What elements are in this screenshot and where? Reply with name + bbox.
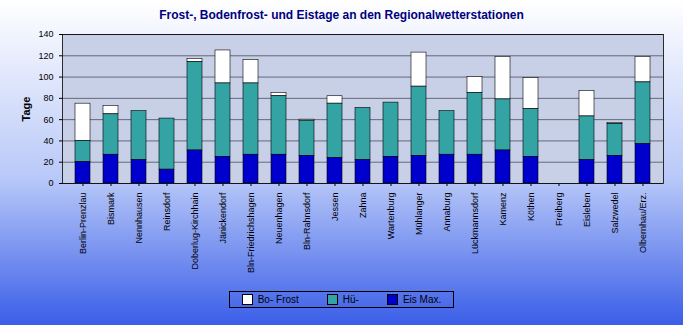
svg-text:20: 20 — [43, 157, 53, 167]
svg-text:Kamenz: Kamenz — [498, 192, 508, 226]
html-text:Frost-, Bodenfrost- und Eistag: Frost-, Bodenfrost- und Eistage an den R… — [159, 8, 524, 22]
svg-text:Doberlug-Kirchhain: Doberlug-Kirchhain — [190, 193, 200, 270]
html-text:Eis Max.: Eis Max. — [403, 294, 442, 305]
html-text:Bo- Frost: Bo- Frost — [257, 294, 299, 305]
svg-text:Mühlanger: Mühlanger — [414, 193, 424, 236]
svg-text:Reinsdorf: Reinsdorf — [162, 192, 172, 231]
svg-text:Bismark: Bismark — [106, 192, 116, 225]
svg-text:100: 100 — [38, 72, 53, 82]
svg-text:40: 40 — [43, 136, 53, 146]
svg-text:Jänickendorf: Jänickendorf — [218, 192, 228, 244]
svg-text:0: 0 — [48, 178, 53, 188]
svg-text:Freiberg: Freiberg — [554, 193, 564, 227]
svg-text:Tage: Tage — [20, 97, 32, 122]
html-text:Hü-: Hü- — [342, 294, 359, 305]
svg-text:Neuenhagen: Neuenhagen — [274, 193, 284, 245]
svg-text:Salzwedel: Salzwedel — [610, 193, 620, 234]
svg-text:120: 120 — [38, 51, 53, 61]
svg-text:Annaburg: Annaburg — [442, 193, 452, 232]
svg-text:Wartenburg: Wartenburg — [386, 193, 396, 240]
svg-text:Olbernhau/Erz.: Olbernhau/Erz. — [638, 193, 648, 254]
svg-text:Eisleben: Eisleben — [582, 193, 592, 228]
svg-text:Zahna: Zahna — [358, 193, 368, 219]
svg-text:Bln-Friedrichshagen: Bln-Friedrichshagen — [246, 193, 256, 274]
svg-text:Berlin-Prenzlau: Berlin-Prenzlau — [78, 193, 88, 255]
svg-text:Jessen: Jessen — [330, 193, 340, 222]
svg-text:Bln-Rahnsdorf: Bln-Rahnsdorf — [302, 192, 312, 250]
svg-text:Lückmannsdorf: Lückmannsdorf — [470, 192, 480, 254]
svg-text:Nennhausen: Nennhausen — [134, 193, 144, 244]
svg-text:60: 60 — [43, 115, 53, 125]
svg-text:Köthen: Köthen — [526, 193, 536, 222]
svg-text:140: 140 — [38, 29, 53, 39]
svg-text:80: 80 — [43, 93, 53, 103]
